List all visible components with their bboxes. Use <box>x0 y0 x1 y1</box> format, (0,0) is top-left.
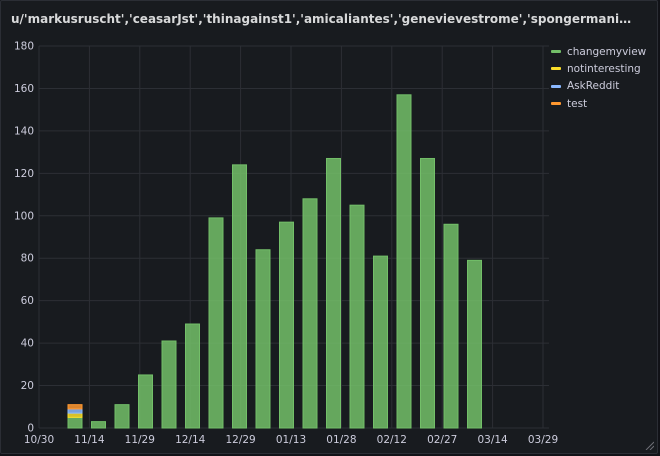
legend-label: test <box>567 97 588 110</box>
bar-changemyview-12-19[interactable]: changemyview 12/19: 99 <box>208 217 224 429</box>
bar-changemyview-01-23[interactable]: changemyview 01/23: 127 <box>326 157 341 429</box>
bar-changemyview-01-09[interactable]: changemyview 01/09: 97 <box>279 221 294 429</box>
bar-changemyview-12-26[interactable]: changemyview 12/26: 124 <box>232 164 247 429</box>
x-axis-labels: 10/30 11/14 11/29 12/14 12/29 01/13 01/28 02/12… <box>24 434 558 446</box>
bar-changemyview-01-16[interactable]: changemyview 01/16: 108 <box>302 198 318 429</box>
bar-changemyview-02-27[interactable]: changemyview 02/27: 96 <box>443 223 459 429</box>
x-tick-label: 11/14 <box>74 434 105 446</box>
y-tick-label: 160 <box>14 83 34 95</box>
bar-notinteresting-11-07[interactable]: notinteresting 11/07: 2 <box>67 412 83 418</box>
x-tick-label: 03/29 <box>528 434 558 446</box>
x-tick-label: 12/14 <box>175 434 206 446</box>
legend-label: changemyview <box>567 45 647 58</box>
bar-changemyview-11-21[interactable]: changemyview 11/21: 11 <box>114 404 130 429</box>
resize-handle-icon[interactable] <box>644 440 654 450</box>
bar-changemyview-12-12[interactable]: changemyview 12/12: 49 <box>185 323 200 429</box>
legend-swatch <box>551 84 561 88</box>
bars: changemyview 11/07: 5notinteresting 11/0… <box>67 94 482 429</box>
y-tick-label: 60 <box>21 295 34 307</box>
bar-changemyview-11-07[interactable]: changemyview 11/07: 5 <box>67 416 83 429</box>
bar-test-11-07[interactable]: test 11/07: 2 <box>67 404 83 410</box>
legend: changemyview notinteresting AskReddit test <box>551 43 655 112</box>
legend-item-changemyview[interactable]: changemyview <box>551 43 655 60</box>
bar-askreddit-11-07[interactable]: AskReddit 11/07: 2 <box>67 408 83 414</box>
legend-item-askreddit[interactable]: AskReddit <box>551 78 655 95</box>
y-tick-label: 180 <box>14 41 34 53</box>
x-tick-label: 02/27 <box>427 434 457 446</box>
bar-changemyview-01-02[interactable]: changemyview 01/02: 84 <box>255 249 271 429</box>
legend-item-notinteresting[interactable]: notinteresting <box>551 60 655 77</box>
x-tick-label: 01/13 <box>276 434 306 446</box>
y-tick-label: 120 <box>14 168 34 180</box>
y-tick-label: 0 <box>27 423 34 435</box>
bar-changemyview-02-13[interactable]: changemyview 02/13: 157 <box>396 94 412 429</box>
x-tick-label: 10/30 <box>24 434 54 446</box>
bar-changemyview-02-06[interactable]: changemyview 02/06: 81 <box>373 255 388 429</box>
bar-changemyview-11-28[interactable]: changemyview 11/28: 25 <box>138 374 153 429</box>
legend-swatch <box>551 50 561 54</box>
bar-changemyview-12-05[interactable]: changemyview 12/05: 41 <box>161 340 177 429</box>
x-tick-label: 03/14 <box>477 434 508 446</box>
y-tick-label: 100 <box>14 210 34 222</box>
y-axis-labels: 0 20 40 60 80 100 120 140 160 180 <box>14 41 34 435</box>
bar-changemyview-11-14[interactable]: changemyview 11/14: 3 <box>91 421 106 429</box>
x-tick-label: 11/29 <box>125 434 155 446</box>
y-tick-label: 140 <box>14 125 34 137</box>
bar-changemyview-01-30[interactable]: changemyview 01/30: 105 <box>349 204 365 429</box>
legend-swatch <box>551 67 561 71</box>
legend-label: notinteresting <box>567 62 641 75</box>
bar-changemyview-03-06[interactable]: changemyview 03/06: 79 <box>467 259 482 429</box>
legend-item-test[interactable]: test <box>551 95 655 112</box>
x-tick-label: 12/29 <box>225 434 255 446</box>
y-tick-label: 40 <box>21 338 34 350</box>
x-tick-label: 01/28 <box>326 434 356 446</box>
legend-label: AskReddit <box>567 80 620 93</box>
y-tick-label: 20 <box>21 380 34 392</box>
y-tick-label: 80 <box>21 253 34 265</box>
x-tick-label: 02/12 <box>377 434 407 446</box>
bar-changemyview-02-20[interactable]: changemyview 02/20: 127 <box>420 157 435 429</box>
legend-swatch <box>551 102 561 106</box>
